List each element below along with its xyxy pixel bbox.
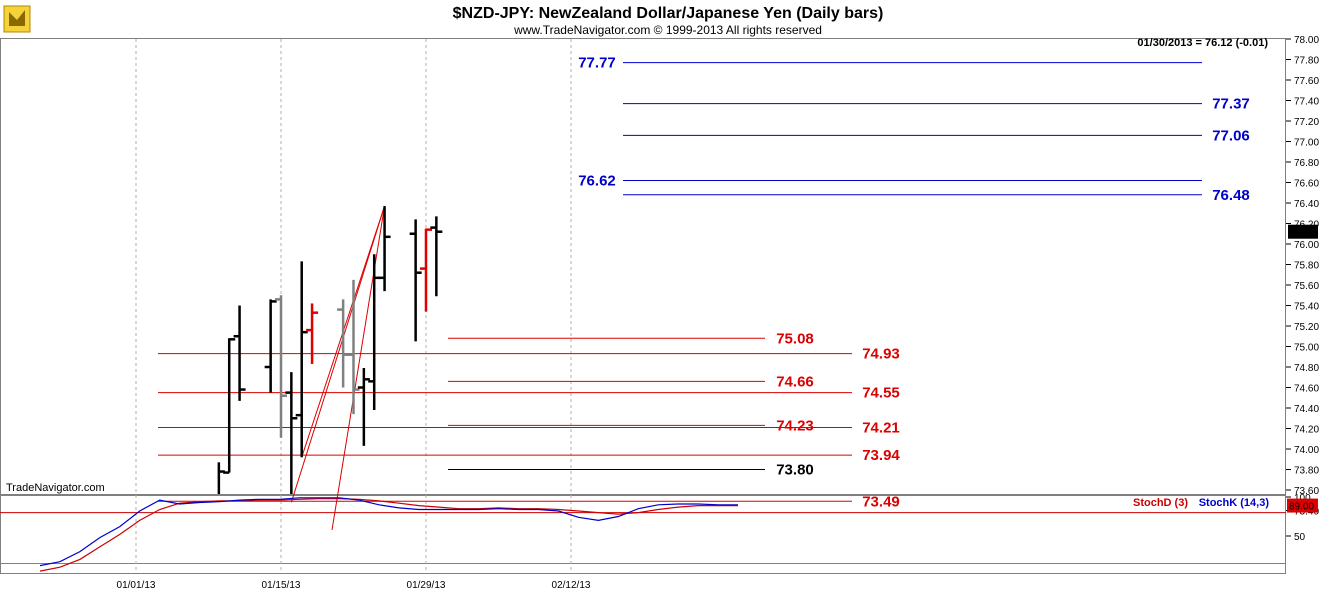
stoch-y-tick-label: 50 (1294, 532, 1306, 543)
readout-last: 01/30/2013 = 76.12 (-0.01) (1137, 37, 1268, 49)
stochd-line (39, 498, 738, 572)
y-tick-label: 73.80 (1294, 466, 1319, 477)
y-tick-label: 75.80 (1294, 261, 1319, 272)
y-tick-label: 74.20 (1294, 425, 1319, 436)
fan-line (290, 205, 386, 503)
y-tick-label: 75.40 (1294, 302, 1319, 313)
legend-stochk: StochK (14,3) (1199, 497, 1270, 509)
level-label-red: 74.23 (776, 417, 814, 434)
stoch-panel (0, 495, 1286, 574)
y-tick-label: 76.80 (1294, 158, 1319, 169)
y-tick-label: 77.00 (1294, 138, 1319, 149)
x-tick-label: 01/29/13 (407, 580, 446, 591)
level-label-red: 74.66 (776, 373, 814, 390)
y-tick-label: 77.20 (1294, 117, 1319, 128)
level-label-red: 74.93 (862, 346, 900, 363)
watermark: TradeNavigator.com (6, 482, 105, 494)
x-tick-label: 01/15/13 (262, 580, 301, 591)
x-tick-label: 01/01/13 (117, 580, 156, 591)
y-tick-label: 76.00 (1294, 240, 1319, 251)
y-tick-label: 77.40 (1294, 97, 1319, 108)
y-tick-label: 75.00 (1294, 343, 1319, 354)
level-label-blue: 77.37 (1212, 96, 1250, 113)
chart-title: $NZD-JPY: NewZealand Dollar/Japanese Yen… (453, 5, 884, 22)
level-label-red: 74.55 (862, 385, 900, 402)
last-price-label: 76.12 (1290, 228, 1315, 239)
y-tick-label: 78.00 (1294, 35, 1319, 46)
y-tick-label: 74.00 (1294, 445, 1319, 456)
level-label-red: 75.08 (776, 330, 814, 347)
level-label-red: 73.94 (862, 447, 900, 464)
last-price-marker (1288, 224, 1318, 239)
level-label-red: 73.49 (862, 493, 900, 510)
stoch-last-marker (1287, 498, 1318, 513)
y-tick-label: 74.40 (1294, 404, 1319, 415)
y-tick-label: 75.20 (1294, 322, 1319, 333)
level-label-blue: 76.62 (578, 172, 616, 189)
price-panel (0, 38, 1286, 495)
app-logo-icon[interactable] (3, 5, 31, 33)
y-tick-label: 74.60 (1294, 384, 1319, 395)
y-tick-label: 73.60 (1294, 486, 1319, 497)
level-label-blue: 76.48 (1212, 187, 1250, 204)
y-tick-label: 76.40 (1294, 199, 1319, 210)
x-tick-label: 02/12/13 (552, 580, 591, 591)
fan-line (331, 205, 386, 531)
level-label-black: 73.80 (776, 462, 814, 479)
stoch-last-label: 89.00 (1289, 502, 1314, 513)
y-tick-label: 77.60 (1294, 76, 1319, 87)
legend-stochd: StochD (3) (1133, 497, 1188, 509)
y-tick-label: 75.60 (1294, 281, 1319, 292)
level-label-blue: 77.06 (1212, 127, 1250, 144)
y-tick-label: 77.80 (1294, 56, 1319, 67)
stochk-line (39, 497, 738, 567)
y-tick-label: 74.80 (1294, 363, 1319, 374)
level-label-red: 74.21 (862, 419, 900, 436)
level-label-blue: 77.77 (578, 55, 616, 72)
stoch-y-tick-label: 100 (1294, 493, 1311, 504)
y-tick-label: 76.60 (1294, 179, 1319, 190)
chart-subtitle: www.TradeNavigator.com © 1999-2013 All r… (513, 23, 822, 37)
